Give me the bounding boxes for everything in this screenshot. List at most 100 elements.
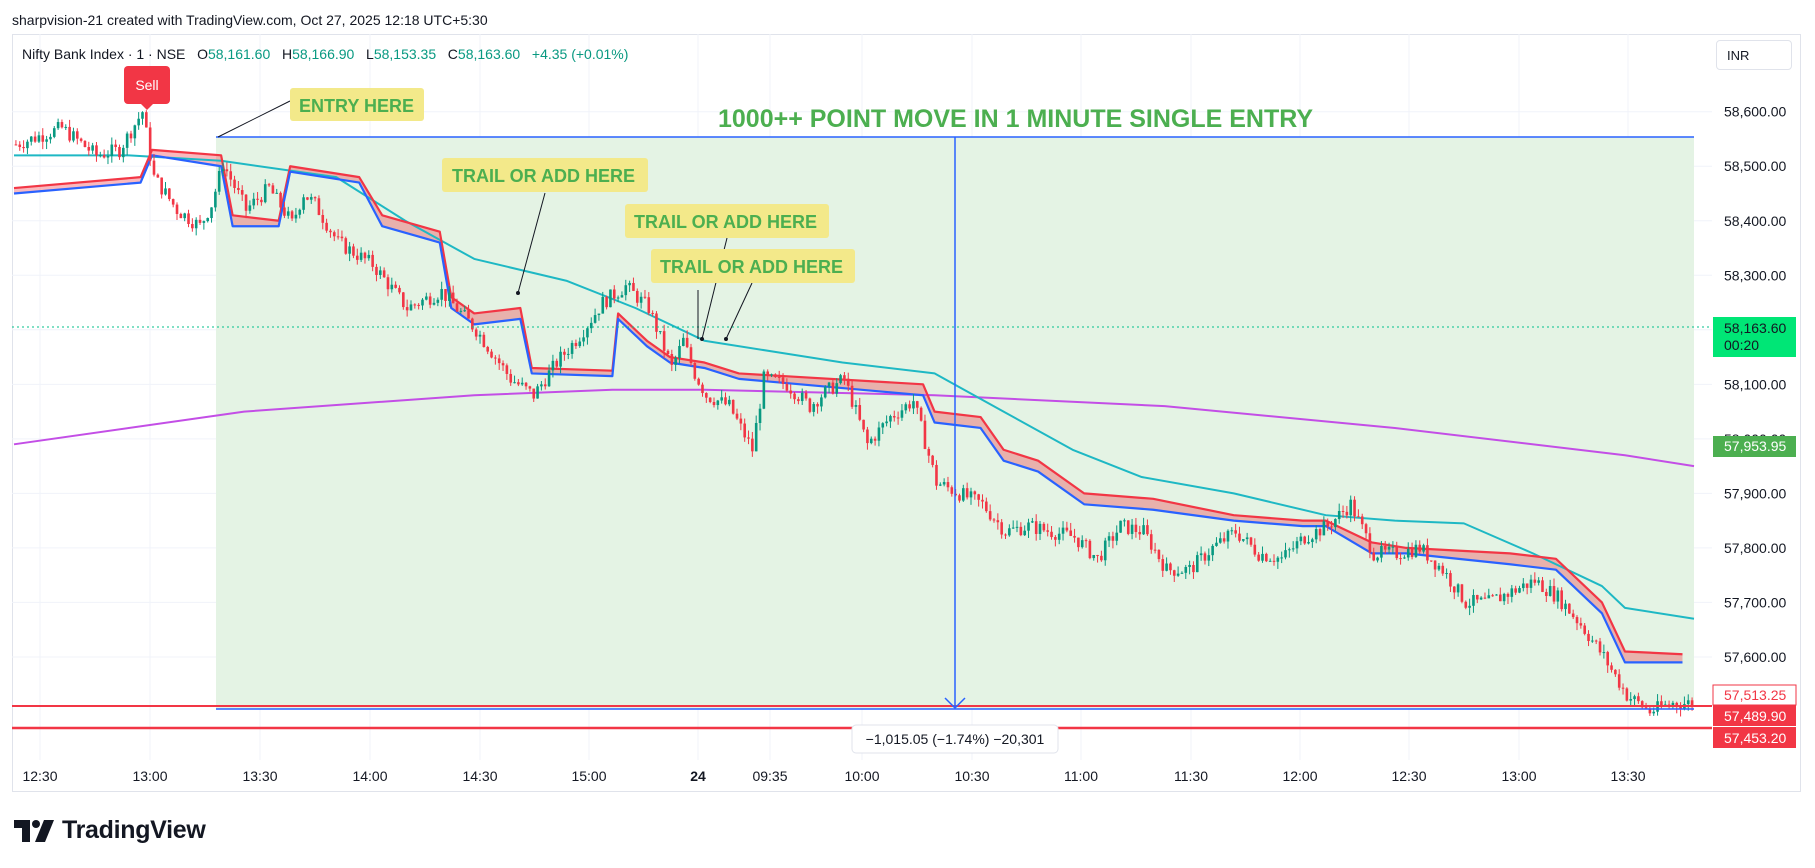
candle bbox=[1479, 596, 1483, 601]
sell-marker[interactable]: Sell bbox=[124, 66, 170, 110]
symbol-legend[interactable]: Nifty Bank Index · 1 · NSE O58,161.60 H5… bbox=[22, 46, 628, 62]
time-axis[interactable]: 12:30 13:00 13:30 14:00 14:30 15:00 24 09:35 10:… bbox=[22, 768, 1645, 784]
candle bbox=[992, 517, 996, 523]
candle bbox=[1341, 505, 1345, 518]
price-tick-label: 58,100.00 bbox=[1724, 376, 1786, 392]
candle bbox=[735, 408, 739, 421]
candle bbox=[1203, 551, 1207, 565]
candle bbox=[1042, 522, 1046, 533]
trail-note-3[interactable]: TRAIL OR ADD HERE bbox=[651, 249, 855, 283]
candle bbox=[198, 214, 202, 225]
candle bbox=[566, 347, 570, 360]
candle bbox=[1529, 574, 1533, 594]
candle bbox=[321, 209, 325, 230]
candle bbox=[797, 396, 800, 405]
candle bbox=[329, 228, 332, 238]
tradingview-brand[interactable]: TradingView bbox=[14, 816, 206, 845]
candle bbox=[697, 377, 700, 386]
cyan-average-line bbox=[14, 154, 1695, 620]
candle bbox=[517, 379, 520, 387]
candle bbox=[102, 149, 106, 159]
candle bbox=[18, 141, 22, 151]
currency-selector[interactable]: INR bbox=[1716, 40, 1792, 70]
candle bbox=[175, 202, 179, 221]
candle bbox=[597, 313, 601, 321]
candle bbox=[977, 493, 980, 507]
candle bbox=[1146, 519, 1149, 536]
candle bbox=[275, 188, 279, 194]
candle bbox=[889, 414, 892, 428]
candle bbox=[927, 446, 931, 463]
candle bbox=[237, 180, 240, 195]
candle bbox=[440, 281, 443, 307]
candle bbox=[520, 377, 524, 386]
candle bbox=[1445, 568, 1448, 579]
candle bbox=[1391, 541, 1395, 555]
trail-note-1[interactable]: TRAIL OR ADD HERE bbox=[442, 158, 648, 192]
candle bbox=[1437, 563, 1441, 572]
candle bbox=[915, 400, 919, 415]
supertrend-lower-line bbox=[13, 154, 1683, 664]
candle bbox=[56, 118, 60, 130]
candle bbox=[432, 298, 436, 306]
candle bbox=[850, 380, 854, 409]
price-axis[interactable]: 58,600.0058,500.0058,400.0058,300.0058,2… bbox=[1724, 104, 1786, 665]
candle bbox=[390, 277, 394, 293]
candle bbox=[781, 373, 785, 390]
price-tick-label: 58,400.00 bbox=[1724, 213, 1786, 229]
candle bbox=[777, 370, 781, 384]
candle bbox=[1192, 561, 1195, 579]
candle bbox=[609, 289, 612, 308]
time-tick-label: 12:30 bbox=[1391, 768, 1426, 784]
candle bbox=[593, 308, 597, 324]
candle bbox=[866, 426, 869, 450]
candle bbox=[125, 131, 129, 156]
candle bbox=[494, 355, 497, 365]
current-price-text: 58,163.60 bbox=[1724, 320, 1786, 336]
candle bbox=[1579, 617, 1583, 629]
candle bbox=[1675, 701, 1679, 714]
candle bbox=[1322, 516, 1326, 536]
candle bbox=[171, 198, 175, 208]
candle bbox=[1284, 542, 1287, 560]
time-tick-label: 14:00 bbox=[352, 768, 387, 784]
time-tick-label: 10:30 bbox=[954, 768, 989, 784]
candle bbox=[64, 124, 68, 131]
level-tag-2-text: 57,489.90 bbox=[1724, 708, 1786, 724]
candle bbox=[1464, 600, 1468, 610]
candle bbox=[705, 392, 708, 403]
candle bbox=[428, 292, 432, 309]
candle bbox=[1061, 521, 1065, 541]
candle bbox=[1621, 683, 1625, 695]
candle bbox=[1345, 505, 1349, 519]
candle bbox=[1395, 541, 1399, 561]
candle bbox=[624, 279, 628, 301]
candle bbox=[1019, 522, 1023, 537]
entry-note[interactable]: ENTRY HERE bbox=[290, 88, 424, 121]
level-tag-3: 57,453.20 bbox=[1713, 727, 1796, 748]
candle bbox=[1299, 532, 1303, 546]
high-label: H bbox=[281, 46, 293, 62]
time-tick-label: 24 bbox=[690, 768, 706, 784]
candle bbox=[394, 281, 397, 289]
measure-label[interactable]: −1,015.05 (−1.74%) −20,301 bbox=[851, 724, 1059, 754]
candle bbox=[217, 166, 221, 195]
trail2-dot bbox=[700, 337, 704, 341]
candle bbox=[831, 379, 835, 395]
time-tick-label: 13:00 bbox=[1501, 768, 1536, 784]
candle bbox=[908, 400, 911, 412]
candle bbox=[1337, 503, 1341, 524]
candle bbox=[574, 339, 578, 349]
candle bbox=[1242, 539, 1245, 543]
candle bbox=[294, 207, 298, 223]
candle bbox=[1234, 523, 1237, 538]
trail-note-2[interactable]: TRAIL OR ADD HERE bbox=[625, 204, 829, 238]
candle bbox=[670, 349, 674, 372]
price-tick-label: 57,900.00 bbox=[1724, 485, 1786, 501]
candle bbox=[1188, 560, 1191, 575]
candle bbox=[589, 317, 593, 334]
candle bbox=[532, 388, 536, 402]
candle bbox=[1541, 576, 1544, 593]
candle bbox=[716, 399, 720, 410]
